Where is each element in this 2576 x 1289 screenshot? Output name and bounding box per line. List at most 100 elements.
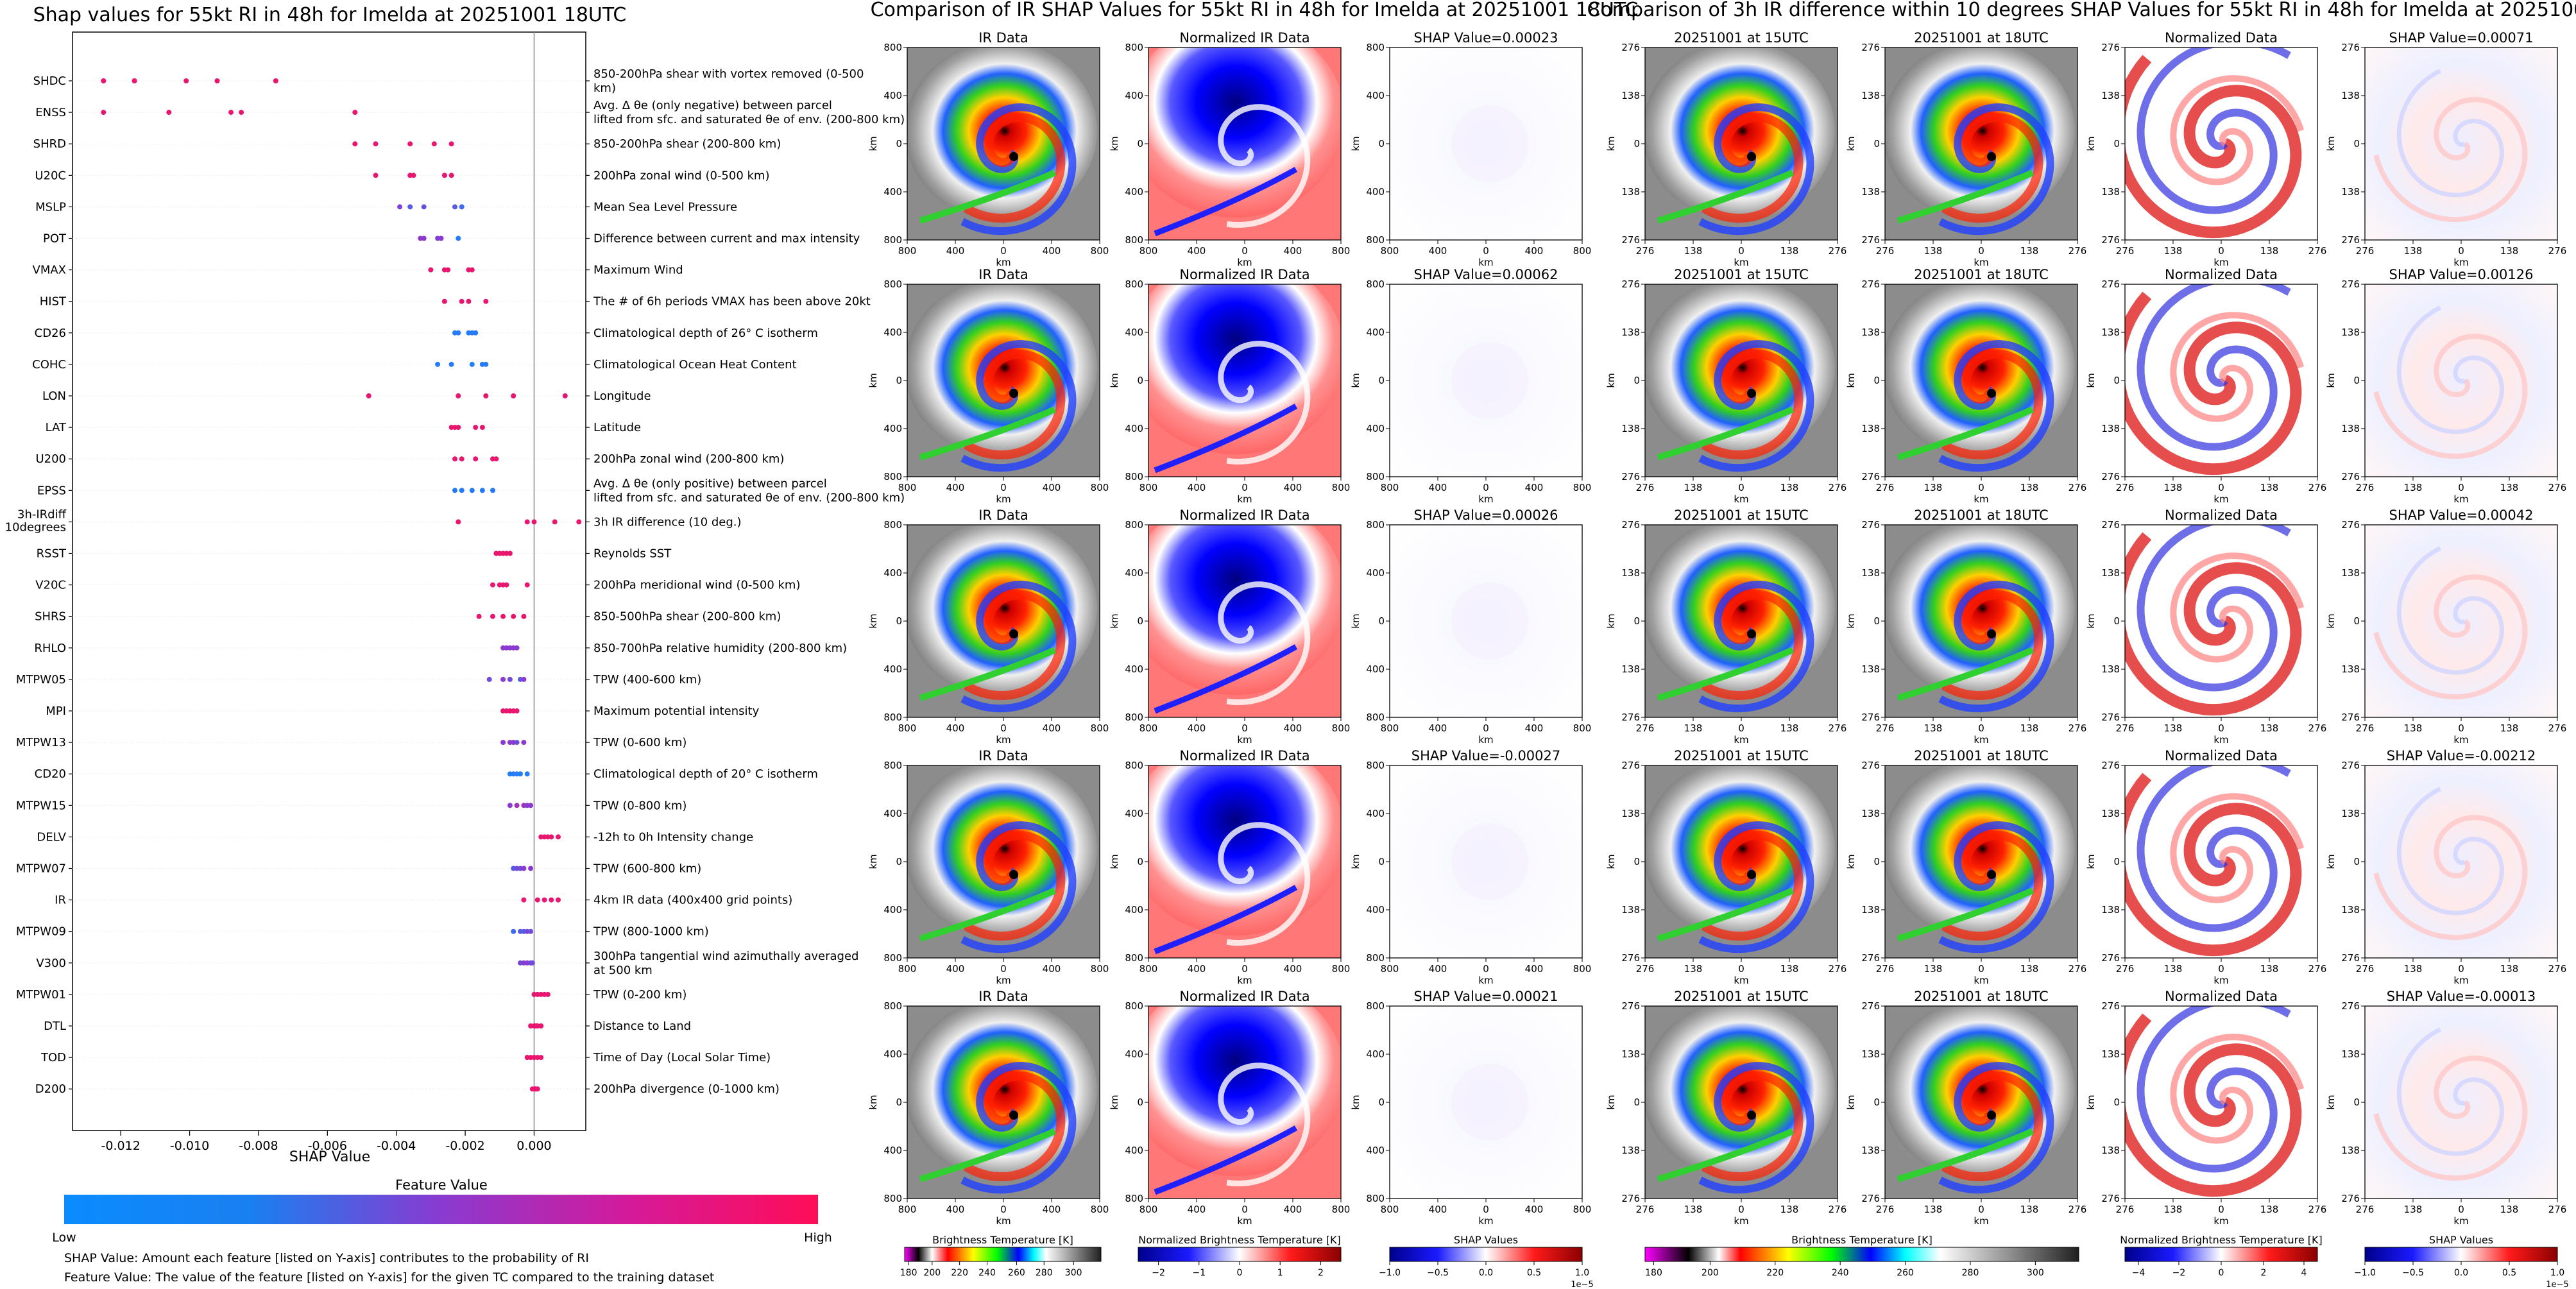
- storm-eye: [1987, 389, 1996, 398]
- x-tick-label: 400: [1429, 482, 1447, 493]
- shap-point: [441, 298, 447, 304]
- shap-point: [459, 204, 465, 210]
- panel-title: 20251001 at 18UTC: [1914, 267, 2049, 282]
- x-tick-label: 276: [2548, 963, 2567, 975]
- x-tick-label: 138: [2164, 722, 2183, 734]
- diff-shap-band: [2396, 546, 2504, 675]
- x-tick-label: 138: [2260, 245, 2279, 257]
- x-tick-label: 800: [1332, 1204, 1351, 1215]
- colorbar-tick-label: −0.5: [1427, 1268, 1449, 1278]
- feature-description-label: Longitude: [593, 389, 651, 403]
- y-tick-label: 800: [1125, 1193, 1143, 1204]
- y-axis-label: km: [1845, 613, 1857, 628]
- colorbar-tick-label: 260: [1897, 1268, 1914, 1278]
- normalized-outer-band: [1154, 167, 1298, 237]
- colorbar-label: SHAP Values: [2429, 1234, 2493, 1246]
- image-panel: Normalized Data2762761381380013813827627…: [2085, 989, 2326, 1227]
- x-tick-label: 138: [2020, 722, 2039, 734]
- outer-band: [1897, 887, 2034, 942]
- y-tick-label: 276: [1621, 471, 1640, 482]
- storm-eye: [1747, 870, 1756, 879]
- feature-name-label: 3h-IRdiff 10degrees: [5, 508, 67, 534]
- shap-point: [504, 582, 509, 588]
- shap-point: [448, 141, 454, 147]
- x-axis-label: km: [2453, 975, 2468, 986]
- shap-point: [466, 298, 472, 304]
- panel-title: Normalized IR Data: [1179, 508, 1309, 523]
- image-panel: 20251001 at 18UTC27627613813800138138276…: [1845, 267, 2086, 505]
- colorbar: SHAP Values −1.0 −0.5 0.0 0.5 1.0 1e−5: [1379, 1234, 1594, 1289]
- y-tick-label: 800: [883, 952, 902, 964]
- y-tick-label: 400: [1125, 186, 1143, 198]
- outer-band: [1657, 169, 1795, 224]
- y-tick-label: 800: [1125, 1000, 1143, 1012]
- x-tick-label: 138: [1924, 245, 1943, 257]
- y-tick-label: 0: [2113, 138, 2120, 149]
- panel-title: SHAP Value=0.00042: [2389, 508, 2534, 523]
- x-tick-label: 276: [1876, 482, 1895, 493]
- image-panel: 20251001 at 18UTC27627613813800138138276…: [1845, 748, 2086, 986]
- rainband: [960, 821, 1077, 953]
- outer-band: [1897, 406, 2034, 461]
- x-axis-label: km: [1237, 975, 1252, 986]
- shap-point: [452, 488, 457, 493]
- rainband: [960, 1061, 1077, 1194]
- y-tick-label: 276: [1861, 471, 1880, 482]
- feature-description-label: 850-200hPa shear with vortex removed (0-…: [593, 67, 864, 95]
- feature-name-label: MTPW09: [16, 925, 66, 939]
- x-tick-label: 400: [1525, 482, 1544, 493]
- x-tick-label: 0: [1241, 722, 1248, 734]
- shap-point: [421, 204, 427, 210]
- panel-title: SHAP Value=0.00023: [1414, 30, 1558, 46]
- x-tick-label: 138: [2404, 245, 2423, 257]
- x-tick-label: 138: [2404, 482, 2423, 493]
- diff-shap-band: [2396, 69, 2504, 198]
- feature-description-label: TPW (600-800 km): [593, 862, 701, 876]
- shap-point: [524, 771, 530, 777]
- y-tick-label: 138: [1621, 186, 1640, 198]
- rainband: [1938, 339, 2054, 472]
- diff-blue-band: [2137, 47, 2291, 214]
- x-tick-label: 400: [1188, 722, 1206, 734]
- y-tick-label: 138: [1861, 808, 1880, 819]
- feature-name-label: MTPW07: [16, 862, 66, 876]
- x-tick-label: 138: [2164, 963, 2183, 975]
- y-tick-label: 400: [883, 423, 902, 434]
- x-tick-label: 0.000: [516, 1139, 551, 1153]
- y-axis-label: km: [1845, 373, 1857, 388]
- y-tick-label: 0: [1137, 138, 1143, 149]
- image-panel: Normalized IR Data8008004004000040040080…: [1109, 748, 1350, 986]
- y-tick-label: 800: [1366, 234, 1385, 246]
- y-tick-label: 400: [1125, 423, 1143, 434]
- x-tick-label: 800: [1332, 482, 1351, 493]
- storm-eye: [1987, 1111, 1996, 1120]
- y-tick-label: 0: [2113, 856, 2120, 867]
- panel-title: Normalized IR Data: [1179, 989, 1309, 1004]
- y-tick-label: 276: [2101, 234, 2120, 246]
- x-tick-label: 0: [1241, 963, 1248, 975]
- feature-description-label: Avg. Δ θe (only negative) between parcel…: [593, 99, 905, 126]
- y-tick-label: 0: [2113, 375, 2120, 386]
- shap-point: [469, 488, 475, 493]
- image-panel: SHAP Value=-0.00212276276138138001381382…: [2325, 748, 2566, 986]
- x-tick-label: 800: [898, 482, 917, 493]
- x-axis-label: km: [1974, 493, 1988, 505]
- panel-title: Normalized IR Data: [1179, 267, 1309, 282]
- x-tick-label: 276: [2548, 722, 2567, 734]
- x-axis-label: km: [2453, 1215, 2468, 1227]
- x-tick-label: 800: [1381, 245, 1399, 257]
- x-tick-label: 138: [1684, 722, 1703, 734]
- x-tick-label: 138: [1684, 963, 1703, 975]
- y-tick-label: 138: [2341, 904, 2360, 916]
- colorbar-tick-label: 240: [978, 1268, 996, 1278]
- x-tick-label: 0: [2458, 963, 2464, 975]
- x-tick-label: 138: [1924, 963, 1943, 975]
- y-tick-label: 276: [2341, 760, 2360, 771]
- shap-point: [452, 204, 457, 210]
- x-tick-label: 276: [1636, 482, 1655, 493]
- y-axis-label: km: [1845, 136, 1857, 151]
- y-tick-label: 800: [883, 760, 902, 771]
- y-tick-label: 276: [1861, 760, 1880, 771]
- x-tick-label: 0: [1738, 722, 1744, 734]
